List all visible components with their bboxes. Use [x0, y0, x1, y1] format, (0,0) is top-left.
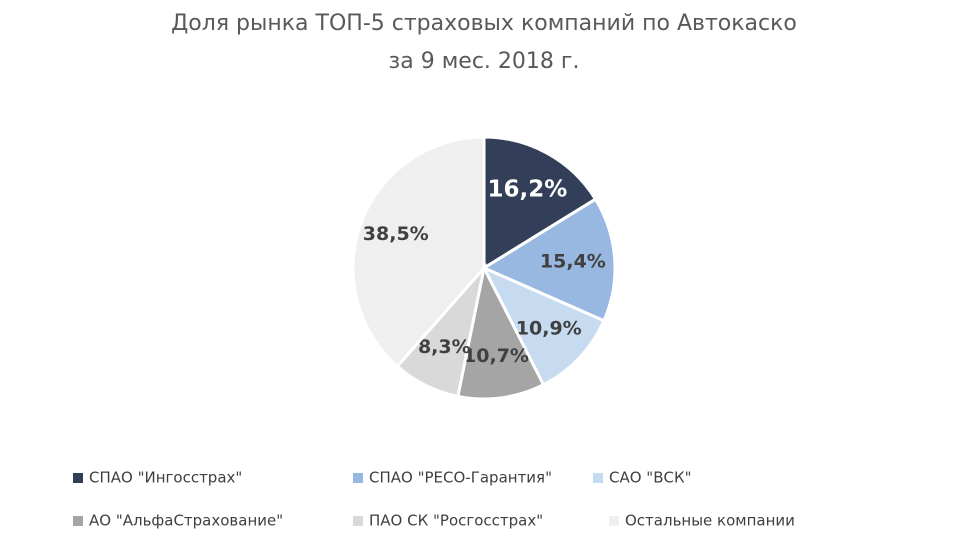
legend-label: АО "АльфаСтрахование"	[89, 512, 283, 530]
pie-slice	[480, 197, 617, 323]
data-label: 8,3%	[418, 336, 471, 358]
legend-label: ПАО СК "Росгосстрах"	[369, 512, 543, 530]
pie-slice	[351, 135, 486, 369]
legend-marker	[593, 473, 603, 483]
data-label: 10,7%	[463, 345, 529, 367]
chart-title: Доля рынка ТОП-5 страховых компаний по А…	[171, 11, 797, 36]
data-label: 38,5%	[363, 223, 429, 245]
data-label: 10,9%	[516, 318, 582, 340]
data-label: 16,2%	[488, 177, 568, 203]
pie-slice	[480, 264, 606, 387]
legend-label: САО "ВСК"	[609, 469, 692, 487]
data-label: 15,4%	[540, 250, 606, 272]
legend-marker	[73, 473, 83, 483]
pie-slice	[456, 263, 546, 401]
legend-label: СПАО "Ингосстрах"	[89, 469, 242, 487]
legend-marker	[609, 516, 619, 526]
chart-title: за 9 мес. 2018 г.	[389, 49, 580, 74]
legend-label: СПАО "РЕСО-Гарантия"	[369, 469, 552, 487]
legend-marker	[353, 473, 363, 483]
legend-marker	[353, 516, 363, 526]
legend-label: Остальные компании	[625, 512, 795, 530]
pie-slice	[482, 135, 598, 271]
legend-marker	[73, 516, 83, 526]
